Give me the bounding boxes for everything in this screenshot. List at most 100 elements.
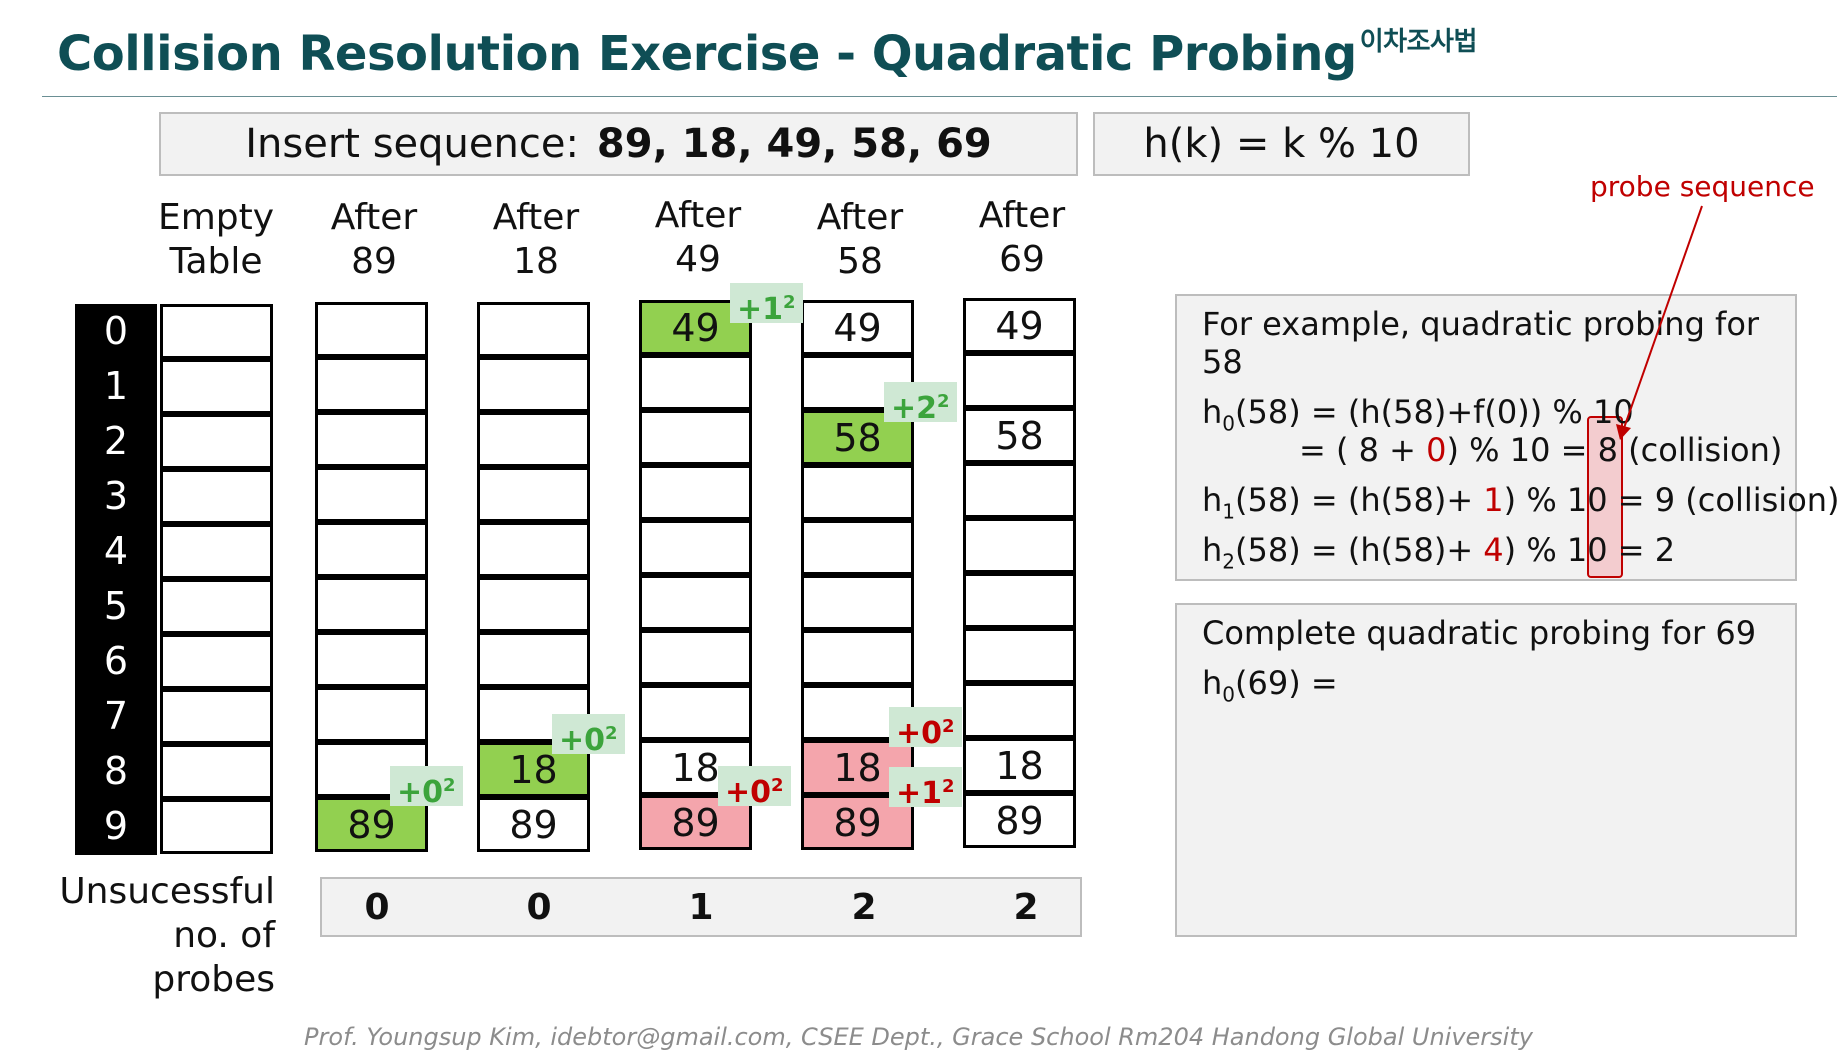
table-cell (639, 520, 752, 575)
table-cell (963, 628, 1076, 683)
probe-tag: +02 (889, 707, 962, 751)
table-cell (639, 410, 752, 465)
example-intro-key: 58 (1202, 343, 1243, 381)
table-cell (963, 518, 1076, 573)
insert-label: Insert sequence: (245, 121, 579, 167)
table-cell (801, 465, 914, 520)
table-cell (801, 575, 914, 630)
table-cell (160, 524, 273, 579)
probe-tag: +02 (718, 766, 791, 810)
table-cell (160, 579, 273, 634)
index-label: 9 (103, 804, 129, 848)
page-title-korean: 이차조사법 (1359, 27, 1478, 57)
table-cell (477, 577, 590, 632)
table-cell (477, 302, 590, 357)
index-label: 8 (103, 749, 129, 793)
table-cell-inserted: 18 (477, 742, 590, 797)
index-label: 5 (103, 584, 129, 628)
index-label: 1 (103, 364, 129, 408)
table-cell (963, 353, 1076, 408)
probe-count: 1 (688, 887, 714, 928)
table-cell (639, 355, 752, 410)
probe-count: 2 (851, 887, 877, 928)
example-line-h2: h2(58) = (h(58)+ 4) % 10 = 2 (1202, 531, 1676, 574)
table-cell-inserted: 89 (315, 797, 428, 852)
table-cell (315, 522, 428, 577)
column-header-empty: Empty Table (157, 197, 275, 282)
table-cell (160, 359, 273, 414)
table-cell (639, 685, 752, 740)
table-cell (160, 634, 273, 689)
example-line-h1: h1(58) = (h(58)+ 1) % 10 = 9 (collision) (1202, 481, 1837, 524)
probe-tag: +02 (552, 714, 625, 758)
table-cell (160, 689, 273, 744)
hash-function-box: h(k) = k % 10 (1093, 112, 1470, 176)
hash-function: h(k) = k % 10 (1143, 121, 1420, 167)
table-cell (160, 304, 273, 359)
probe-tag: +02 (390, 766, 463, 810)
column-header-after-49: After 49 (654, 195, 742, 280)
table-cell (477, 357, 590, 412)
table-cell: 89 (963, 793, 1076, 848)
index-label: 0 (103, 309, 129, 353)
exercise-line-h0: h0(69) = (1202, 664, 1338, 707)
probe-count: 0 (526, 887, 552, 928)
probe-tag: +12 (730, 283, 803, 327)
table-cell: 18 (963, 738, 1076, 793)
index-label: 7 (103, 694, 129, 738)
example-box: For example, quadratic probing for 58 h0… (1175, 294, 1837, 581)
index-label: 2 (103, 419, 129, 463)
table-cell (477, 522, 590, 577)
insert-sequence: 89, 18, 49, 58, 69 (596, 121, 992, 167)
exercise-prompt: Complete quadratic probing for 69 (1202, 614, 1757, 652)
table-cell (315, 467, 428, 522)
example-intro: For example, quadratic probing for (1202, 305, 1760, 343)
title-divider (42, 96, 1837, 97)
table-cell (639, 575, 752, 630)
table-cell (639, 465, 752, 520)
table-cell (477, 412, 590, 467)
page-title: Collision Resolution Exercise - Quadrati… (57, 26, 1477, 82)
table-cell (315, 632, 428, 687)
probe-tag: +12 (889, 767, 962, 811)
probes-label: Unsucessful no. of probes (59, 871, 275, 1000)
index-label: 6 (103, 639, 129, 683)
table-cell (315, 412, 428, 467)
column-header-after-18: After 18 (492, 197, 580, 282)
table-cell-collision: 89 (801, 795, 914, 850)
table-cell (963, 683, 1076, 738)
table-cell (639, 630, 752, 685)
column-header-after-89: After 89 (330, 197, 418, 282)
table-cell (315, 687, 428, 742)
probe-sequence-label: probe sequence (1590, 170, 1815, 203)
exercise-box: Complete quadratic probing for 69 h0(69)… (1175, 603, 1797, 937)
table-cell: 49 (963, 298, 1076, 353)
table-cell: 58 (963, 408, 1076, 463)
table-cell (477, 632, 590, 687)
table-cell (963, 573, 1076, 628)
table-cell (315, 302, 428, 357)
table-cell: 89 (477, 797, 590, 852)
column-header-after-58: After 58 (816, 197, 904, 282)
index-column: 0 1 2 3 4 5 6 7 8 9 (75, 304, 157, 855)
table-cell (801, 630, 914, 685)
probe-tag: +22 (884, 382, 957, 426)
example-line-h0-eval: = ( 8 + 0) % 10 = 8 (collision) (1299, 431, 1783, 469)
table-cell (315, 577, 428, 632)
probes-box: 0 0 1 2 2 (320, 877, 1082, 937)
table-cell (801, 520, 914, 575)
probe-count: 2 (1013, 887, 1039, 928)
column-header-after-69: After 69 (978, 195, 1066, 280)
table-cell (963, 463, 1076, 518)
table-cell (315, 357, 428, 412)
table-cell: 49 (801, 300, 914, 355)
index-label: 4 (103, 529, 129, 573)
footer-credit: Prof. Youngsup Kim, idebtor@gmail.com, C… (304, 1023, 1533, 1051)
table-cell (160, 414, 273, 469)
table-cell (160, 744, 273, 799)
table-cell (160, 799, 273, 854)
insert-sequence-box: Insert sequence: 89, 18, 49, 58, 69 (159, 112, 1078, 176)
example-line-h0: h0(58) = (h(58)+f(0)) % 10 (1202, 393, 1634, 436)
index-label: 3 (103, 474, 129, 518)
